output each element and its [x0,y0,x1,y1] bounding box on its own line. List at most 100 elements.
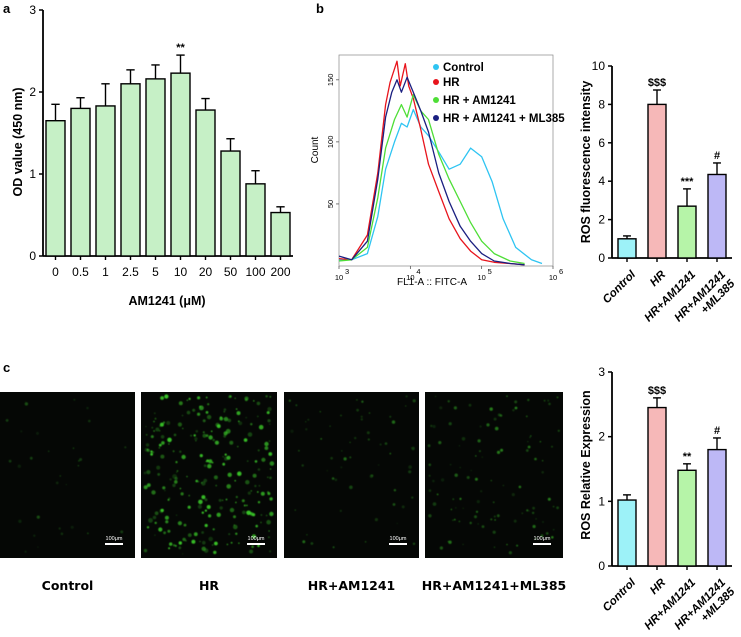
fluorescence-dot [288,399,291,402]
fluorescence-dot [458,520,461,523]
fluorescence-dot [154,511,159,516]
fluorescence-dot [151,490,156,495]
fluorescence-dot [258,424,264,430]
fluorescence-dot [78,460,80,462]
fluorescence-dot [191,539,196,544]
fluorescence-dot [207,464,212,469]
fluorescence-dot [410,447,413,449]
fluorescence-dot [143,471,147,475]
c-bar-bars: $$$ ** # [617,385,727,567]
fluorescence-dot [198,499,203,505]
legend-marker-hr-am1241-ml385 [433,115,439,121]
b-ytick-label: 2 [598,213,605,227]
fluorescence-dot [65,483,68,486]
fluorescence-dot [246,460,249,462]
panel-a-axes: 0 1 2 3 0 0.5 1 2.5 5 10 20 50 100 200 [29,3,293,279]
fluorescence-dot [252,473,257,478]
fluorescence-dot [527,445,531,449]
fluorescence-dot [254,460,258,463]
fluorescence-dot [72,447,75,450]
fluorescence-dot [172,474,178,479]
fluorescence-dot [160,396,165,400]
fluorescence-dot [356,408,359,412]
panel-label-a: a [3,1,11,16]
fluorescence-dot [197,504,202,509]
fluorescence-dot [514,400,518,404]
fluorescence-dot [257,501,261,504]
fluorescence-dot [18,519,22,523]
legend-marker-control [433,64,439,70]
fluorescence-dot [535,537,537,540]
a-category-label: 0.5 [72,265,89,279]
fluorescence-dot [153,430,156,432]
fluorescence-dot [452,498,455,501]
fluorescence-dot [393,489,397,492]
flow-line-hr [338,60,525,266]
fluorescence-dot [201,495,206,500]
fluorescence-dot [36,431,39,435]
c-category-label: Control [601,576,639,614]
fluorescence-dot [267,419,271,423]
fluorescence-dot [58,527,61,530]
fluorescence-dot [206,505,211,509]
fluorescence-dot [162,421,166,424]
fluorescence-dot [268,530,270,532]
b-bar [647,103,667,259]
c-category-label-line: Control [601,576,639,614]
b-bar [677,205,697,259]
fluorescence-dot [253,400,255,402]
fluorescence-dot [256,401,261,406]
fluorescence-dot [264,441,269,447]
fluorescence-dot [55,481,59,485]
fluorescence-dot [525,449,529,452]
fluorescence-dot [197,412,201,416]
fluorescence-dot [158,447,161,449]
fluorescence-dot [539,441,542,443]
fluorescence-dot [329,425,331,427]
fluorescence-dot [167,529,171,533]
fluorescence-dot [492,530,496,534]
fluorescence-dot [260,521,262,524]
c-ytick-label: 2 [598,430,605,444]
fluorescence-dot [269,423,271,425]
fluorescence-dot [408,470,412,474]
fluorescence-dot [468,403,472,407]
fluorescence-dot [541,460,544,462]
fluorescence-dot [247,491,251,495]
fluorescence-dot [143,485,148,490]
fluorescence-dot [384,442,388,445]
fluorescence-dot [334,478,338,482]
fluorescence-dot [202,431,205,434]
b-category-label: HR [648,268,669,289]
a-bar [170,72,191,257]
fluorescence-signal [143,394,275,555]
fluorescence-dot [169,478,172,481]
fluorescence-dot [254,484,257,488]
fluorescence-dot [59,475,61,477]
fluorescence-dot [243,504,246,507]
fluorescence-dot [88,419,91,423]
fluorescence-dot [150,452,154,456]
fluorescence-dot [148,518,153,523]
fluorescence-dot [462,543,464,546]
fluorescence-dot [235,501,237,504]
c-bar [707,448,727,567]
fluorescence-dot [187,505,191,509]
fluorescence-dot [229,507,235,513]
fluorescence-dot [496,514,500,518]
flow-xlabel: FL1-A :: FITC-A [397,277,467,288]
fluorescence-dot [361,400,364,403]
fluorescence-dot [245,480,250,485]
fluorescence-dot [146,526,150,529]
legend-control: Control [443,62,484,74]
fluorescence-dot [448,540,452,544]
legend-marker-hr [433,79,439,85]
fluorescence-dot [212,438,215,442]
fluorescence-dot [168,547,171,550]
fluorescence-dot [20,430,23,433]
a-bar [145,78,166,257]
a-ytick-label: 3 [29,3,36,17]
fluorescence-dot [476,500,480,504]
fluorescence-dot [543,399,546,402]
fluorescence-dot [180,492,184,496]
